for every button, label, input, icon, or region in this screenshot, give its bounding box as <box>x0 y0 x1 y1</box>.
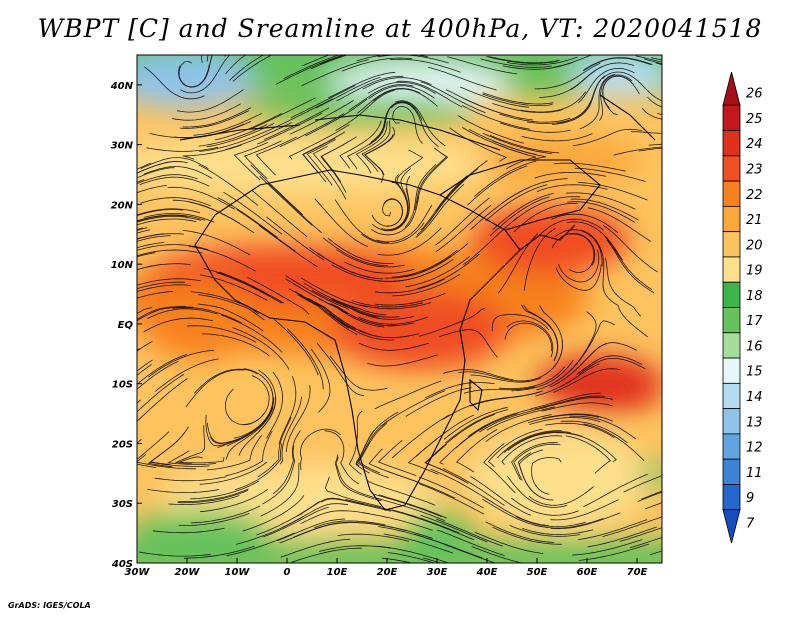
colorbar-swatch <box>722 357 741 384</box>
lat-tick-label: 30S <box>112 499 133 510</box>
colorbar-swatch <box>722 408 741 435</box>
lon-tick-label: 50E <box>527 567 548 578</box>
colorbar-label: 16 <box>746 339 763 354</box>
colorbar-label: 18 <box>746 289 763 304</box>
colorbar-label: 7 <box>746 516 755 531</box>
colorbar-swatch <box>722 231 741 258</box>
colorbar-swatch <box>722 104 741 131</box>
axis-ticks: 30W 20W 10W 0 10E 20E 30E 40E 50E 60E 70E 40N 30N 20N… <box>110 81 648 578</box>
colorbar-label: 11 <box>746 466 763 481</box>
lon-tick-label: 70E <box>627 567 648 578</box>
credit-text: GrADS: IGES/COLA <box>8 601 91 610</box>
colorbar-swatch <box>722 180 741 207</box>
colorbar-swatch <box>722 130 741 157</box>
colorbar-swatch <box>722 281 741 308</box>
lat-tick-label: 40S <box>111 559 133 570</box>
colorbar-label: 17 <box>746 314 763 329</box>
colorbar-swatch <box>722 433 741 460</box>
coastlines <box>179 94 656 511</box>
colorbar-label: 14 <box>746 390 763 405</box>
lon-tick-label: 10E <box>327 567 348 578</box>
colorbar-label: 15 <box>746 365 763 380</box>
colorbar-swatch <box>722 484 741 511</box>
colorbar-swatch <box>722 307 741 334</box>
colorbar-swatch <box>722 458 741 485</box>
lat-tick-label: 40N <box>110 81 134 92</box>
colorbar-swatch <box>722 205 741 233</box>
colorbar-label: 22 <box>746 188 763 203</box>
lon-tick-label: 30W <box>125 567 151 578</box>
colorbar-label: 20 <box>746 238 763 253</box>
colorbar-label: 23 <box>746 162 763 177</box>
streamlines <box>137 55 662 563</box>
colorbar: 26 25 24 23 22 21 20 19 18 17 16 15 14 13 12 11 9 7 <box>722 71 763 544</box>
lon-tick-label: 30E <box>427 567 448 578</box>
plot-frame <box>136 54 663 564</box>
wbpt-field <box>137 55 662 563</box>
lon-tick-label: 20W <box>175 567 201 578</box>
colorbar-label: 12 <box>746 441 763 456</box>
lat-tick-label: 30N <box>111 141 134 152</box>
colorbar-label: 26 <box>746 87 763 102</box>
colorbar-swatch <box>722 509 741 544</box>
colorbar-label: 25 <box>746 112 763 127</box>
colorbar-label: 21 <box>746 213 763 228</box>
lon-tick-label: 0 <box>284 567 291 578</box>
colorbar-swatch <box>722 382 741 410</box>
lon-tick-label: 20E <box>377 567 398 578</box>
colorbar-swatch <box>722 71 741 106</box>
lat-tick-label: 20N <box>111 200 134 211</box>
colorbar-label: 24 <box>746 137 763 152</box>
lat-tick-label: 10N <box>111 260 134 271</box>
colorbar-swatch <box>722 155 741 182</box>
colorbar-swatch <box>722 256 741 283</box>
lon-tick-label: 10W <box>225 567 251 578</box>
lat-tick-label: EQ <box>118 320 134 331</box>
colorbar-label: 19 <box>746 264 763 279</box>
colorbar-label: 9 <box>746 491 754 506</box>
lon-tick-label: 40E <box>476 567 498 578</box>
map-title: WBPT [C] and Sreamline at 400hPa, VT: 20… <box>37 14 763 43</box>
colorbar-label: 13 <box>746 415 763 430</box>
colorbar-swatch <box>722 332 741 359</box>
lat-tick-label: 10S <box>112 380 133 391</box>
lat-tick-label: 20S <box>112 439 133 450</box>
lon-tick-label: 60E <box>577 567 598 578</box>
